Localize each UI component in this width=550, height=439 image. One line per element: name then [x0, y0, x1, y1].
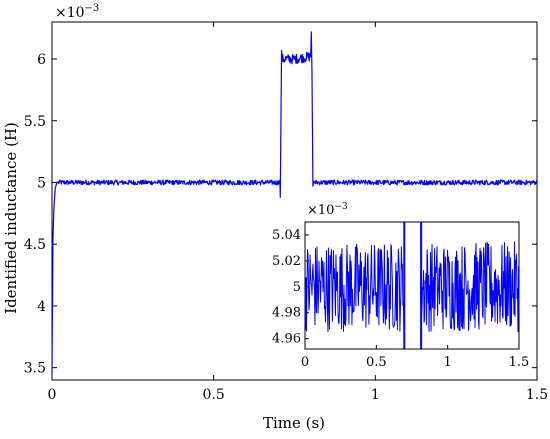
inset-y-multiplier-base: ×10: [307, 203, 334, 218]
main-y-multiplier-exp: −3: [85, 3, 100, 14]
inset-y-tick-label: 5: [293, 280, 301, 295]
main-y-multiplier-base: ×10: [55, 5, 85, 21]
main-y-tick-label: 5: [37, 175, 46, 191]
x-axis-label: Time (s): [263, 414, 325, 432]
inset-x-tick-label: 0: [301, 355, 309, 370]
inset-tick-labels: 0 0.5 1 1.5 4.96 4.98 5 5.02 5.04: [272, 228, 529, 370]
main-x-tick-label: 1: [371, 387, 380, 403]
inset-chart: 0 0.5 1 1.5 4.96 4.98 5 5.02 5.04 ×10−3: [272, 202, 529, 370]
inset-y-tick-label: 4.98: [272, 306, 301, 321]
inset-x-tick-label: 1.5: [509, 355, 530, 370]
inset-series-line-left: [304, 243, 406, 332]
inset-y-multiplier: ×10−3: [307, 202, 348, 218]
inset-series-line-right: [420, 241, 520, 333]
main-y-multiplier: ×10−3: [55, 3, 99, 21]
main-y-tick-label: 4.5: [24, 237, 46, 253]
inset-y-multiplier-exp: −3: [334, 202, 348, 212]
main-tick-labels: 0 0.5 1 1.5 3.5 4 4.5 5 5.5 6: [24, 52, 548, 403]
main-x-tick-label: 0: [48, 387, 57, 403]
inset-y-tick-label: 5.04: [272, 228, 301, 243]
main-y-tick-label: 5.5: [24, 114, 46, 130]
inset-x-tick-label: 1: [444, 355, 452, 370]
inset-y-tick-label: 5.02: [272, 254, 301, 269]
main-ticks: [51, 22, 538, 380]
main-series-line: [51, 31, 538, 374]
inset-y-tick-label: 4.96: [272, 332, 301, 347]
main-y-tick-label: 6: [37, 52, 46, 68]
main-x-tick-label: 1.5: [526, 387, 548, 403]
main-y-tick-label: 3.5: [24, 361, 46, 377]
main-y-tick-label: 4: [37, 299, 46, 315]
main-chart: 0 0.5 1 1.53.544.555.56 ×10−3 Time (s) Iden…: [2, 3, 548, 432]
y-axis-label: Identified inductance (H): [2, 122, 20, 314]
main-x-tick-label: 0.5: [203, 387, 225, 403]
inset-x-tick-label: 0.5: [366, 355, 387, 370]
